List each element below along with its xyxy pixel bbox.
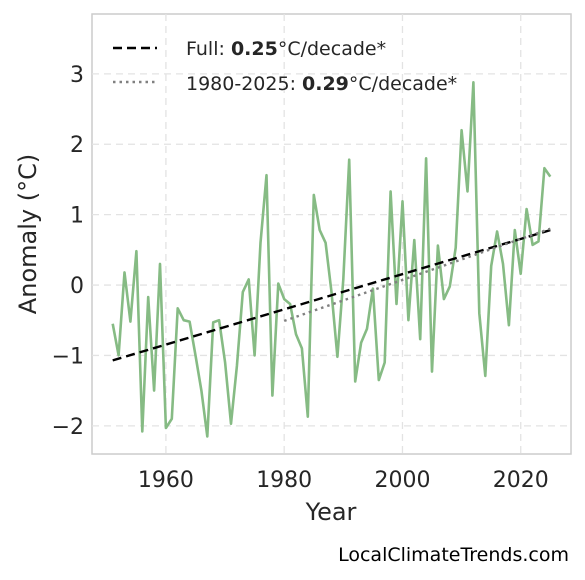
series-anomaly-line [111,81,552,438]
x-axis-label: Year [305,498,357,526]
x-tick-label: 1960 [138,468,194,493]
trend-line-1 [112,228,551,362]
legend-entry-full: Full: 0.25°C/decade* [186,38,386,60]
legend: Full: 0.25°C/decade* 1980-2025: 0.29°C/d… [113,38,457,95]
x-tick-label: 2000 [374,468,430,493]
y-axis-label: Anomaly (°C) [14,154,42,314]
watermark: LocalClimateTrends.com [338,544,569,566]
y-tick-label: −2 [52,415,84,440]
series-layer [111,81,552,438]
legend-trend-value: 0.29 [302,73,349,95]
y-tick-label: 0 [70,274,84,299]
y-tick-label: 2 [70,133,84,158]
legend-prefix: 1980-2025: [186,73,302,95]
x-tick-label: 2020 [493,468,549,493]
y-tick-label: 1 [70,204,84,229]
y-tick-label: −1 [52,344,84,369]
legend-trend-value: 0.25 [231,38,278,60]
legend-suffix: °C/decade* [349,73,457,95]
legend-entry-1980-2025: 1980-2025: 0.29°C/decade* [186,73,457,95]
plot-area [91,13,572,455]
legend-prefix: Full: [186,38,231,60]
x-tick-label: 1980 [256,468,312,493]
y-tick-label: 3 [70,63,84,88]
trend-line-2 [283,227,551,323]
tick-labels: 1960 1980 2000 2020 −2 −1 0 1 2 3 [52,63,549,493]
legend-suffix: °C/decade* [278,38,386,60]
